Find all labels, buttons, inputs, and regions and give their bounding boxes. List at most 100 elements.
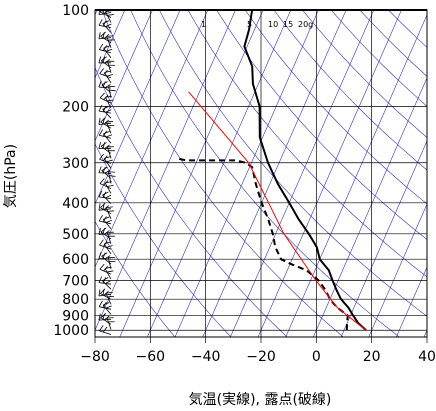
wind-barb-feather (107, 184, 114, 187)
wind-barb-staff (98, 12, 112, 16)
wind-barb-feather (99, 263, 105, 270)
wind-barb-staff (105, 11, 112, 23)
wind-barb-feather (104, 255, 111, 260)
wind-barb-staff (104, 182, 112, 194)
wind-barb-feather (98, 80, 102, 88)
wind-barb (106, 35, 115, 48)
wind-barb-feather (108, 235, 115, 237)
wind-barb (102, 277, 112, 290)
wind-barb-staff (99, 183, 112, 189)
wind-barb (102, 191, 112, 204)
wind-barb-staff (99, 73, 112, 79)
isotherm-line (313, 77, 427, 337)
wind-barb-staff (103, 47, 112, 59)
wind-barb-feather (98, 104, 103, 112)
wind-barb-staff (100, 121, 112, 129)
wind-barb-feather (102, 302, 110, 306)
wind-barb-feather (98, 203, 101, 211)
isotherm-line (230, 10, 375, 337)
wind-barb-staff (100, 36, 112, 44)
x-tick-label: −40 (191, 349, 221, 365)
mixing-ratio-label: 15 (283, 20, 293, 29)
wind-barb-feather (100, 117, 106, 123)
y-tick-label: 400 (62, 196, 89, 212)
wind-barb-feather (105, 109, 112, 113)
wind-barb-feather (99, 10, 106, 13)
wind-barb-feather (103, 315, 110, 321)
wind-barb (104, 181, 114, 194)
wind-barb-feather (106, 121, 114, 123)
wind-barb (102, 216, 112, 230)
temperature-line (243, 10, 367, 331)
wind-barb (104, 70, 113, 84)
dry-adiabat-line (273, 10, 427, 171)
wind-barb-feather (98, 56, 102, 64)
y-tick-label: 800 (62, 292, 89, 308)
x-axis-label: 気温(実線), 露点(破線) (189, 392, 332, 408)
wind-barb-feather (100, 141, 107, 147)
wind-barb-feather (98, 142, 102, 149)
wind-barb (103, 156, 113, 169)
wind-barb-staff (102, 219, 112, 230)
wind-barb-feather (98, 214, 103, 222)
wind-barb-feather (98, 32, 101, 39)
y-tick-label: 200 (62, 99, 89, 115)
wind-barb-staff (98, 122, 112, 125)
dry-adiabat-line (388, 10, 427, 48)
wind-barb-feather (106, 159, 113, 163)
dry-adiabat-line (216, 10, 427, 240)
y-tick-label: 500 (62, 227, 89, 243)
wind-barb-feather (98, 129, 104, 136)
wind-barb-feather (99, 239, 104, 246)
wind-barb-feather (105, 23, 112, 28)
wind-barb-feather (104, 84, 111, 89)
wind-barb-feather (98, 300, 103, 307)
wind-barb-staff (99, 220, 112, 225)
wind-barb-staff (104, 72, 112, 84)
x-tick-label: 0 (312, 349, 321, 365)
y-tick-label: 1000 (53, 323, 89, 339)
wind-barb-staff (105, 97, 112, 109)
wind-barb-feather (100, 56, 107, 61)
wind-barb-feather (104, 266, 112, 269)
wind-barb-feather (108, 150, 115, 152)
wind-barb-feather (98, 227, 101, 235)
wind-barb-feather (98, 117, 101, 125)
wind-barb-staff (99, 97, 112, 104)
wind-barb-feather (106, 35, 114, 37)
wind-barb-staff (98, 37, 112, 40)
wind-barb-feather (98, 252, 102, 259)
dry-adiabat-line (101, 10, 344, 337)
isotherm-line (95, 10, 209, 268)
wind-barb-feather (100, 313, 107, 319)
wind-barb-feather (99, 178, 105, 184)
wind-barb-feather (105, 95, 113, 98)
y-tick-label: 100 (62, 3, 89, 19)
wind-barb-feather (104, 169, 111, 174)
x-tick-label: −20 (246, 349, 276, 365)
wind-barb (102, 302, 112, 315)
wind-barb-feather (99, 153, 104, 160)
wind-barb (103, 130, 113, 144)
wind-barbs (98, 10, 116, 335)
wind-barb-staff (98, 293, 112, 297)
wind-barb-staff (102, 109, 112, 119)
wind-barb-staff (99, 268, 112, 275)
wind-barb (98, 117, 112, 125)
wind-barb (105, 206, 115, 219)
y-tick-label: 300 (62, 156, 89, 172)
wind-barb-feather (107, 231, 114, 233)
wind-barb-feather (100, 202, 106, 209)
wind-barb-feather (108, 171, 116, 173)
wind-barb-staff (99, 11, 112, 18)
wind-barb-staff (104, 268, 112, 280)
y-tick-label: 700 (62, 274, 89, 290)
wind-barb-feather (98, 10, 101, 15)
wind-barb-feather (107, 210, 115, 212)
wind-barb (105, 121, 115, 134)
wind-barb-feather (103, 216, 110, 220)
wind-barb-feather (102, 326, 108, 333)
wind-barb-feather (101, 166, 108, 171)
